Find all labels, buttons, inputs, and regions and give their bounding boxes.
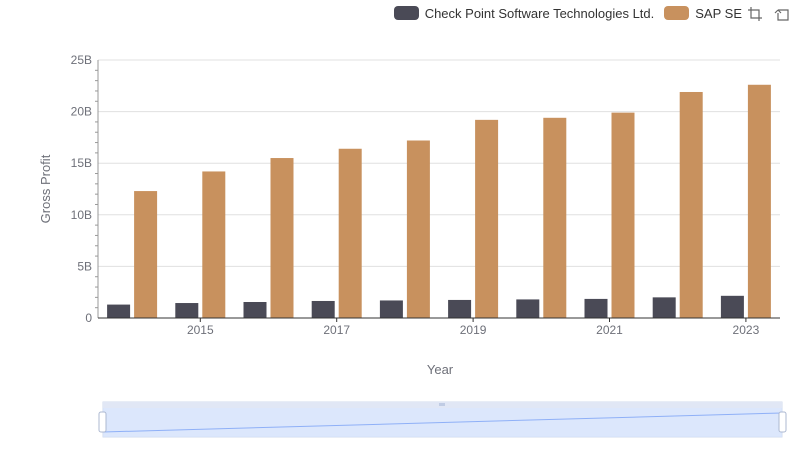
- bar-sap-2017[interactable]: [338, 148, 362, 318]
- x-axis-label: Year: [427, 362, 454, 377]
- bar-sap-2018[interactable]: [406, 140, 430, 318]
- bar-check-point-2019[interactable]: [448, 299, 472, 318]
- x-tick-label: 2021: [596, 323, 623, 337]
- bar-check-point-2022[interactable]: [652, 297, 676, 318]
- legend-label-sap: SAP SE: [695, 5, 742, 21]
- slider-grip-icon[interactable]: [439, 403, 445, 406]
- x-tick-label: 2019: [460, 323, 487, 337]
- grid-lines: [98, 59, 780, 267]
- data-zoom-slider[interactable]: [98, 401, 787, 438]
- bar-sap-2014[interactable]: [134, 191, 158, 318]
- x-tick-label: 2017: [323, 323, 350, 337]
- y-axis-ticks: 0 5B 10B 15B 20B 25B: [71, 53, 99, 325]
- x-axis-ticks: 2015 2017 2019 2021 2023: [98, 317, 780, 337]
- slider-handle-right[interactable]: [778, 411, 787, 433]
- y-tick-label: 10B: [71, 208, 92, 222]
- y-tick-label: 15B: [71, 156, 92, 170]
- y-tick-label: 5B: [77, 259, 92, 273]
- bar-check-point-2014[interactable]: [107, 304, 131, 318]
- legend-item-check-point[interactable]: Check Point Software Technologies Ltd.: [393, 5, 655, 21]
- bar-sap-2021[interactable]: [611, 112, 635, 318]
- bar-sap-2022[interactable]: [679, 91, 703, 318]
- bar-sap-2023[interactable]: [747, 84, 771, 318]
- x-tick-label: 2023: [733, 323, 760, 337]
- x-tick-label: 2015: [187, 323, 214, 337]
- legend-item-sap[interactable]: SAP SE: [664, 6, 742, 21]
- bar-sap-2019[interactable]: [475, 119, 499, 318]
- bar-check-point-2017[interactable]: [311, 300, 335, 318]
- y-tick-label: 0: [85, 311, 92, 325]
- bar-check-point-2016[interactable]: [243, 302, 267, 318]
- slider-preview-line: [102, 412, 783, 433]
- bar-check-point-2023[interactable]: [720, 295, 744, 318]
- bar-check-point-2018[interactable]: [379, 300, 403, 318]
- legend-swatch-check-point: [393, 6, 419, 20]
- legend: Check Point Software Technologies Ltd. S…: [393, 4, 742, 22]
- bar-sap-2015[interactable]: [202, 171, 226, 318]
- legend-label-check-point: Check Point Software Technologies Ltd.: [424, 5, 655, 21]
- bar-sap-2016[interactable]: [270, 158, 294, 318]
- bar-check-point-2015[interactable]: [175, 303, 199, 318]
- y-axis-label: Gross Profit: [38, 154, 53, 223]
- bar-check-point-2021[interactable]: [584, 298, 608, 318]
- restore-icon[interactable]: [774, 6, 790, 22]
- legend-swatch-sap: [664, 6, 690, 20]
- slider-handle-left[interactable]: [98, 411, 107, 433]
- y-tick-label: 20B: [71, 105, 92, 119]
- y-tick-label: 25B: [71, 53, 92, 67]
- zoom-icon[interactable]: [747, 6, 763, 22]
- bars: [107, 84, 771, 319]
- bar-sap-2020[interactable]: [543, 117, 567, 319]
- bar-check-point-2020[interactable]: [516, 299, 540, 318]
